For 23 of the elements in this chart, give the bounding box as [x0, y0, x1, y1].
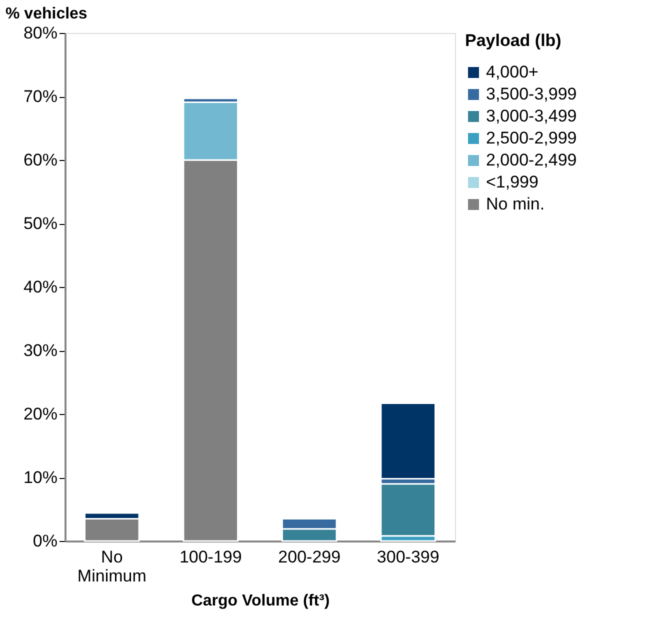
- y-tick-label: 0%: [32, 532, 58, 550]
- y-tick-label: 40%: [23, 278, 58, 296]
- x-tick-label: 200-299: [278, 548, 341, 566]
- legend-label: 3,000-3,499: [486, 106, 577, 126]
- y-tick-label: 60%: [23, 150, 58, 170]
- y-tick-label: 80%: [23, 24, 58, 42]
- y-tick-label: 30%: [23, 341, 58, 360]
- legend-label: 3,500-3,999: [486, 84, 577, 104]
- y-axis-title: % vehicles: [6, 6, 88, 22]
- y-tick-label: 10%: [23, 468, 58, 487]
- y-tick-label: 20%: [23, 404, 58, 424]
- legend-label: 4,000+: [486, 62, 539, 82]
- legend-label: <1,999: [486, 172, 538, 192]
- x-axis-title: Cargo Volume (ft³): [191, 592, 330, 610]
- x-tick-label: 100-199: [179, 548, 242, 566]
- y-tick-label: 70%: [23, 87, 58, 106]
- legend-title: Payload (lb): [465, 31, 562, 50]
- y-tick-label: 50%: [23, 214, 58, 233]
- legend-label: No min.: [486, 194, 545, 214]
- x-tick-label: No Minimum: [77, 548, 146, 586]
- legend-label: 2,000-2,499: [486, 150, 577, 170]
- legend-label: 2,500-2,999: [486, 128, 577, 148]
- x-tick-label: 300-399: [376, 548, 440, 566]
